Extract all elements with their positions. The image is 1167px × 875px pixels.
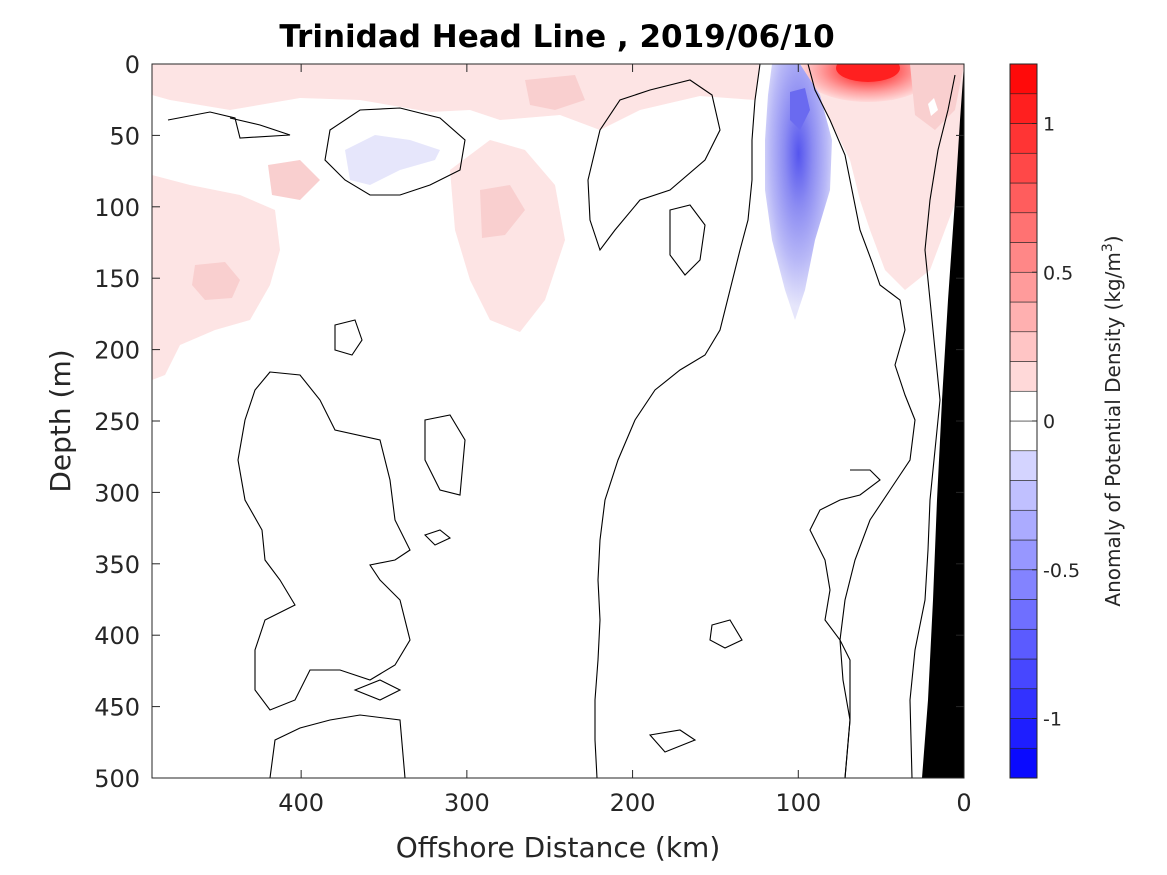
zero-contours: [167, 64, 956, 778]
colorbar-level: [1009, 450, 1038, 481]
colorbar-level: [1009, 509, 1038, 541]
coastal-red-core: [800, 64, 936, 102]
contour-deep-main: [237, 371, 411, 711]
colorbar-level: [1009, 628, 1038, 660]
colorbar-level: [1009, 331, 1038, 362]
colorbar-label-suffix: ): [1101, 235, 1125, 243]
x-axis-label: Offshore Distance (km): [396, 831, 721, 864]
x-axis: 400 300 200 100 0: [278, 64, 972, 817]
y-tick-label: 500: [94, 765, 140, 793]
colorbar-level: [1009, 301, 1038, 333]
nearshore-white-dot: [928, 98, 938, 116]
y-tick-label: 200: [94, 337, 140, 365]
blue-tongue: [765, 64, 832, 320]
nearshore-pink-tongue: [910, 64, 964, 130]
contour-offshore-loop: [324, 107, 466, 196]
contour-small-g: [353, 679, 402, 701]
contour-small-f: [648, 729, 697, 753]
y-tick-label: 150: [94, 265, 140, 293]
colorbar-level: [1009, 569, 1038, 600]
chart-title: Trinidad Head Line , 2019/06/10: [279, 19, 834, 55]
contour-mid-loop: [587, 79, 721, 252]
colorbar-level: [1009, 242, 1038, 273]
bathymetry-fill: [922, 64, 964, 778]
contour-small-d: [423, 529, 452, 546]
colorbar-level: [1009, 212, 1038, 243]
mid-pink-patch: [450, 140, 565, 332]
x-tick-label: 100: [775, 789, 821, 817]
colorbar-level: [1009, 271, 1038, 303]
plot-area: [152, 64, 964, 778]
colorbar-tick-label: -0.5: [1043, 560, 1080, 582]
colorbar-level: [1009, 599, 1038, 630]
negative-anomaly-fill: [345, 64, 832, 320]
contour-deep-coastal: [809, 469, 881, 778]
y-tick-label: 300: [94, 479, 140, 507]
y-axis-label: Depth (m): [44, 349, 77, 492]
colorbar-level: [1009, 63, 1038, 95]
colorbar-level: [1009, 152, 1038, 184]
contour-shelf-inner: [909, 74, 956, 778]
blue-core: [790, 88, 810, 130]
coastal-red-peak: [836, 64, 900, 82]
y-tick-label: 400: [94, 622, 140, 650]
colorbar-level: [1009, 718, 1038, 749]
colorbar-level: [1009, 688, 1038, 719]
surface-pink-band: [152, 64, 760, 130]
offshore-pink-upper: [268, 160, 320, 200]
colorbar-label-sup: 3: [1100, 243, 1116, 252]
colorbar-tick-label: -1: [1043, 709, 1062, 731]
colorbar-level: [1009, 123, 1038, 154]
colorbar-level: [1009, 747, 1038, 779]
colorbar-level: [1009, 539, 1038, 571]
contour-deep-left: [269, 714, 406, 778]
colorbar: 1 0.5 0 -0.5 -1: [1009, 63, 1080, 779]
colorbar-level: [1009, 658, 1038, 690]
offshore-pink-core: [192, 262, 240, 300]
y-tick-label: 350: [94, 551, 140, 579]
colorbar-level: [1009, 182, 1038, 214]
offshore-blue-patch: [345, 135, 440, 185]
contour-small-b: [334, 319, 363, 356]
contour-nearshore: [807, 64, 916, 778]
colorbar-level: [1009, 480, 1038, 511]
colorbar-tick-label: 1: [1043, 114, 1055, 136]
colorbar-level: [1009, 93, 1038, 124]
surface-pink-core: [525, 75, 585, 110]
colorbar-tick-label: 0: [1043, 411, 1055, 433]
mid-pink-core: [480, 185, 525, 238]
contour-blue-tongue-left: [594, 64, 761, 778]
contour-small-e: [709, 619, 743, 649]
colorbar-label-prefix: Anomaly of Potential Density (kg/m: [1101, 252, 1125, 606]
colorbar-tick-label: 0.5: [1043, 262, 1073, 284]
colorbar-level: [1009, 420, 1038, 452]
contour-small-c: [424, 414, 466, 496]
y-tick-label: 450: [94, 694, 140, 722]
x-tick-label: 0: [956, 789, 971, 817]
x-tick-label: 200: [610, 789, 656, 817]
y-axis: 0 50 100 150 200 250 300 350 400 450 500: [94, 51, 964, 793]
y-tick-label: 250: [94, 408, 140, 436]
y-tick-label: 0: [125, 51, 140, 79]
x-tick-label: 400: [278, 789, 324, 817]
colorbar-level: [1009, 390, 1038, 422]
colorbar-label: Anomaly of Potential Density (kg/m3): [1100, 235, 1125, 606]
contour-left-edge: [167, 111, 291, 139]
colorbar-level: [1009, 361, 1038, 392]
y-tick-label: 50: [109, 122, 140, 150]
y-tick-label: 100: [94, 194, 140, 222]
contour-small-a: [669, 204, 706, 276]
x-tick-label: 300: [444, 789, 490, 817]
positive-anomaly-fill: [152, 64, 964, 380]
